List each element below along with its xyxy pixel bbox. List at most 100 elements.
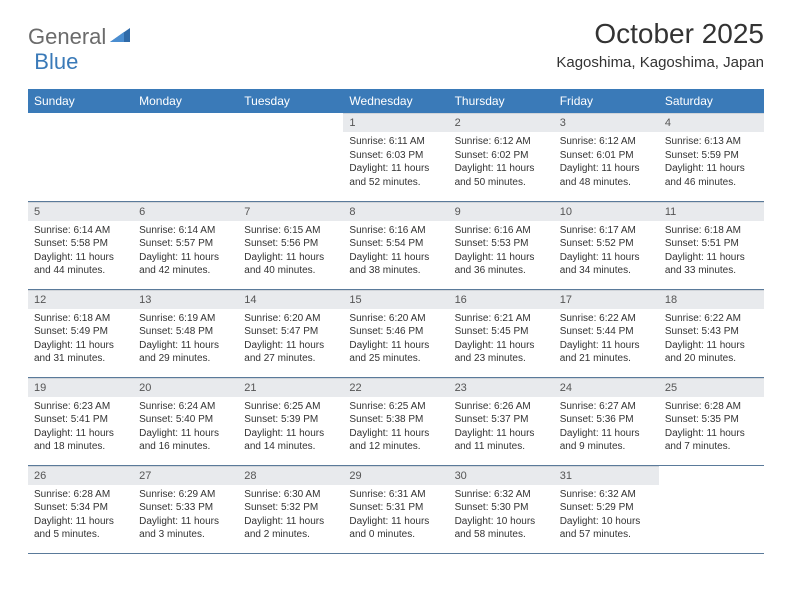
sunset-text: Sunset: 5:37 PM xyxy=(455,413,548,427)
sunset-text: Sunset: 6:03 PM xyxy=(349,149,442,163)
day-details: Sunrise: 6:14 AMSunset: 5:57 PMDaylight:… xyxy=(133,221,238,282)
sunset-text: Sunset: 5:45 PM xyxy=(455,325,548,339)
calendar-day-cell: 22Sunrise: 6:25 AMSunset: 5:38 PMDayligh… xyxy=(343,377,448,465)
daylight-text: Daylight: 11 hours and 44 minutes. xyxy=(34,251,127,278)
month-title: October 2025 xyxy=(556,18,764,50)
sunset-text: Sunset: 5:39 PM xyxy=(244,413,337,427)
day-number: 19 xyxy=(28,378,133,397)
logo-text-general: General xyxy=(28,24,106,50)
sunrise-text: Sunrise: 6:20 AM xyxy=(244,312,337,326)
calendar-week-row: 1Sunrise: 6:11 AMSunset: 6:03 PMDaylight… xyxy=(28,113,764,201)
sunrise-text: Sunrise: 6:25 AM xyxy=(349,400,442,414)
calendar-day-cell: 10 Sunrise: 6:17 AMSunset: 5:52 PMDayligh… xyxy=(554,201,659,289)
sunrise-text: Sunrise: 6:12 AM xyxy=(560,135,653,149)
daylight-text: Daylight: 11 hours and 2 minutes. xyxy=(244,515,337,542)
sunset-text: Sunset: 5:31 PM xyxy=(349,501,442,515)
daylight-text: Daylight: 11 hours and 40 minutes. xyxy=(244,251,337,278)
daylight-text: Daylight: 11 hours and 5 minutes. xyxy=(34,515,127,542)
daylight-text: Daylight: 11 hours and 48 minutes. xyxy=(560,162,653,189)
sunset-text: Sunset: 5:56 PM xyxy=(244,237,337,251)
day-details: Sunrise: 6:14 AMSunset: 5:58 PMDaylight:… xyxy=(28,221,133,282)
day-number: 12 xyxy=(28,290,133,309)
sunset-text: Sunset: 5:48 PM xyxy=(139,325,232,339)
sunrise-text: Sunrise: 6:22 AM xyxy=(665,312,758,326)
day-number: 21 xyxy=(238,378,343,397)
calendar-day-cell: 17Sunrise: 6:22 AMSunset: 5:44 PMDayligh… xyxy=(554,289,659,377)
day-details: Sunrise: 6:30 AMSunset: 5:32 PMDaylight:… xyxy=(238,485,343,546)
calendar-day-cell: 4Sunrise: 6:13 AMSunset: 5:59 PMDaylight… xyxy=(659,113,764,201)
daylight-text: Daylight: 11 hours and 12 minutes. xyxy=(349,427,442,454)
day-number: 8 xyxy=(343,202,448,221)
calendar-week-row: 12Sunrise: 6:18 AMSunset: 5:49 PMDayligh… xyxy=(28,289,764,377)
sunset-text: Sunset: 5:44 PM xyxy=(560,325,653,339)
calendar-day-cell: 27Sunrise: 6:29 AMSunset: 5:33 PMDayligh… xyxy=(133,465,238,553)
day-number: 13 xyxy=(133,290,238,309)
calendar-day-cell: 6Sunrise: 6:14 AMSunset: 5:57 PMDaylight… xyxy=(133,201,238,289)
daylight-text: Daylight: 11 hours and 20 minutes. xyxy=(665,339,758,366)
title-block: October 2025 Kagoshima, Kagoshima, Japan xyxy=(556,18,764,71)
day-number: 11 xyxy=(659,202,764,221)
calendar-page: General October 2025 Kagoshima, Kagoshim… xyxy=(0,0,792,564)
day-number: 31 xyxy=(554,466,659,485)
day-number: 10 xyxy=(554,202,659,221)
sunrise-text: Sunrise: 6:27 AM xyxy=(560,400,653,414)
calendar-day-cell: 13Sunrise: 6:19 AMSunset: 5:48 PMDayligh… xyxy=(133,289,238,377)
weekday-header: Thursday xyxy=(449,89,554,113)
sunset-text: Sunset: 5:52 PM xyxy=(560,237,653,251)
sunrise-text: Sunrise: 6:17 AM xyxy=(560,224,653,238)
day-details: Sunrise: 6:25 AMSunset: 5:38 PMDaylight:… xyxy=(343,397,448,458)
sunset-text: Sunset: 5:34 PM xyxy=(34,501,127,515)
sunset-text: Sunset: 5:32 PM xyxy=(244,501,337,515)
sunrise-text: Sunrise: 6:20 AM xyxy=(349,312,442,326)
sunrise-text: Sunrise: 6:28 AM xyxy=(34,488,127,502)
weekday-header: Monday xyxy=(133,89,238,113)
sunrise-text: Sunrise: 6:16 AM xyxy=(349,224,442,238)
day-number: 5 xyxy=(28,202,133,221)
calendar-day-cell xyxy=(238,113,343,201)
day-details: Sunrise: 6:18 AMSunset: 5:51 PMDaylight:… xyxy=(659,221,764,282)
daylight-text: Daylight: 11 hours and 9 minutes. xyxy=(560,427,653,454)
day-details: Sunrise: 6:26 AMSunset: 5:37 PMDaylight:… xyxy=(449,397,554,458)
calendar-day-cell xyxy=(28,113,133,201)
calendar-week-row: 5Sunrise: 6:14 AMSunset: 5:58 PMDaylight… xyxy=(28,201,764,289)
calendar-day-cell: 20Sunrise: 6:24 AMSunset: 5:40 PMDayligh… xyxy=(133,377,238,465)
day-details: Sunrise: 6:18 AMSunset: 5:49 PMDaylight:… xyxy=(28,309,133,370)
logo: General xyxy=(28,24,134,50)
day-number: 30 xyxy=(449,466,554,485)
sunset-text: Sunset: 5:35 PM xyxy=(665,413,758,427)
day-number: 24 xyxy=(554,378,659,397)
day-number: 14 xyxy=(238,290,343,309)
daylight-text: Daylight: 11 hours and 50 minutes. xyxy=(455,162,548,189)
calendar-day-cell: 29Sunrise: 6:31 AMSunset: 5:31 PMDayligh… xyxy=(343,465,448,553)
sunrise-text: Sunrise: 6:18 AM xyxy=(665,224,758,238)
day-number: 27 xyxy=(133,466,238,485)
day-details: Sunrise: 6:24 AMSunset: 5:40 PMDaylight:… xyxy=(133,397,238,458)
daylight-text: Daylight: 11 hours and 27 minutes. xyxy=(244,339,337,366)
day-details: Sunrise: 6:15 AMSunset: 5:56 PMDaylight:… xyxy=(238,221,343,282)
daylight-text: Daylight: 11 hours and 21 minutes. xyxy=(560,339,653,366)
day-details: Sunrise: 6:25 AMSunset: 5:39 PMDaylight:… xyxy=(238,397,343,458)
sunrise-text: Sunrise: 6:29 AM xyxy=(139,488,232,502)
sunset-text: Sunset: 5:41 PM xyxy=(34,413,127,427)
logo-text-blue: Blue xyxy=(34,49,78,75)
calendar-day-cell: 30Sunrise: 6:32 AMSunset: 5:30 PMDayligh… xyxy=(449,465,554,553)
daylight-text: Daylight: 11 hours and 33 minutes. xyxy=(665,251,758,278)
day-details: Sunrise: 6:20 AMSunset: 5:46 PMDaylight:… xyxy=(343,309,448,370)
sunrise-text: Sunrise: 6:23 AM xyxy=(34,400,127,414)
weekday-header-row: Sunday Monday Tuesday Wednesday Thursday… xyxy=(28,89,764,113)
calendar-day-cell: 21Sunrise: 6:25 AMSunset: 5:39 PMDayligh… xyxy=(238,377,343,465)
day-details: Sunrise: 6:21 AMSunset: 5:45 PMDaylight:… xyxy=(449,309,554,370)
calendar-day-cell: 18Sunrise: 6:22 AMSunset: 5:43 PMDayligh… xyxy=(659,289,764,377)
sunrise-text: Sunrise: 6:14 AM xyxy=(139,224,232,238)
daylight-text: Daylight: 11 hours and 29 minutes. xyxy=(139,339,232,366)
daylight-text: Daylight: 11 hours and 16 minutes. xyxy=(139,427,232,454)
day-details: Sunrise: 6:31 AMSunset: 5:31 PMDaylight:… xyxy=(343,485,448,546)
day-number: 26 xyxy=(28,466,133,485)
day-details: Sunrise: 6:27 AMSunset: 5:36 PMDaylight:… xyxy=(554,397,659,458)
daylight-text: Daylight: 11 hours and 14 minutes. xyxy=(244,427,337,454)
daylight-text: Daylight: 11 hours and 11 minutes. xyxy=(455,427,548,454)
daylight-text: Daylight: 11 hours and 34 minutes. xyxy=(560,251,653,278)
daylight-text: Daylight: 11 hours and 38 minutes. xyxy=(349,251,442,278)
day-details: Sunrise: 6:32 AMSunset: 5:30 PMDaylight:… xyxy=(449,485,554,546)
daylight-text: Daylight: 11 hours and 0 minutes. xyxy=(349,515,442,542)
